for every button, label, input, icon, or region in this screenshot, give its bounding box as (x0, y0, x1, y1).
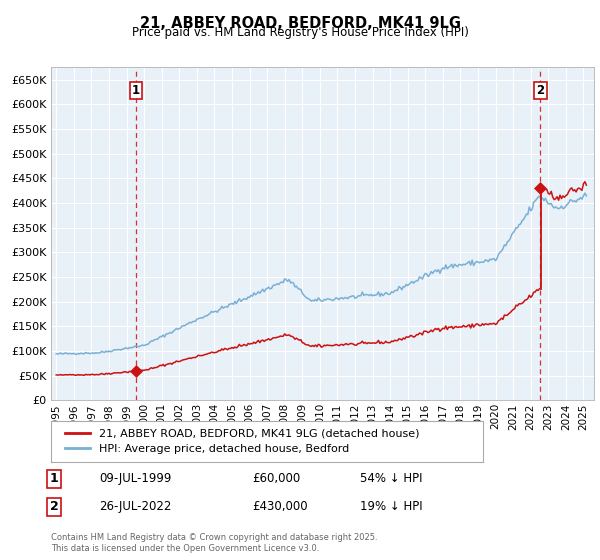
Text: 26-JUL-2022: 26-JUL-2022 (99, 500, 172, 514)
Text: 54% ↓ HPI: 54% ↓ HPI (360, 472, 422, 486)
Legend: 21, ABBEY ROAD, BEDFORD, MK41 9LG (detached house), HPI: Average price, detached: 21, ABBEY ROAD, BEDFORD, MK41 9LG (detac… (61, 424, 424, 459)
Text: Price paid vs. HM Land Registry's House Price Index (HPI): Price paid vs. HM Land Registry's House … (131, 26, 469, 39)
Text: £60,000: £60,000 (252, 472, 300, 486)
Text: 19% ↓ HPI: 19% ↓ HPI (360, 500, 422, 514)
Text: £430,000: £430,000 (252, 500, 308, 514)
Text: 1: 1 (50, 472, 58, 486)
Text: 1: 1 (131, 84, 140, 97)
Text: 09-JUL-1999: 09-JUL-1999 (99, 472, 172, 486)
Text: 2: 2 (536, 84, 544, 97)
Text: Contains HM Land Registry data © Crown copyright and database right 2025.
This d: Contains HM Land Registry data © Crown c… (51, 533, 377, 553)
Text: 2: 2 (50, 500, 58, 514)
Text: 21, ABBEY ROAD, BEDFORD, MK41 9LG: 21, ABBEY ROAD, BEDFORD, MK41 9LG (139, 16, 461, 31)
